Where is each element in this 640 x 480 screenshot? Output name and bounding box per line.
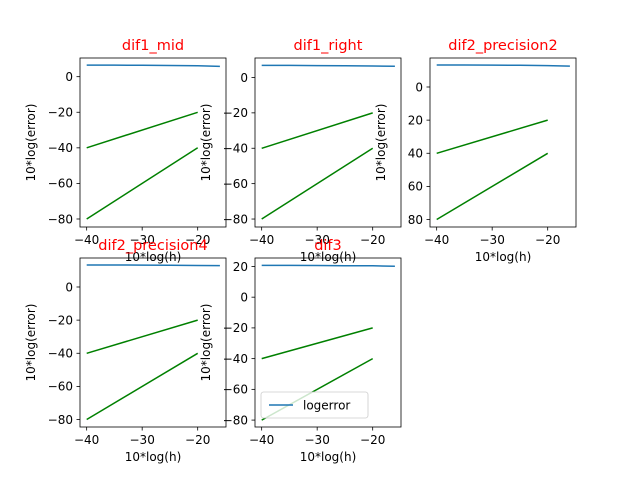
x-tick-label: −20: [535, 233, 560, 247]
series-line-logerror: [261, 64, 395, 68]
y-tick-label: 80: [408, 213, 423, 227]
y-axis-label: 10*log(error): [24, 104, 38, 182]
y-tick-label: −40: [223, 352, 248, 366]
legend: logerror: [260, 391, 369, 419]
x-tick-label: −20: [185, 433, 210, 447]
series-line-3: [86, 147, 199, 220]
series-line-2: [86, 319, 198, 355]
y-tick-label: 20: [408, 113, 423, 127]
subplot-2: −40 −30 −20 0 −20 −40 −60 −80 10*log(h) 10*log(er…: [199, 38, 402, 264]
y-axis-label: 10*log(error): [24, 304, 38, 382]
y-tick-label: −80: [48, 413, 73, 427]
legend-label-logerror: logerror: [303, 398, 350, 412]
x-tick-label: −40: [74, 433, 99, 447]
series-line-logerror: [436, 64, 570, 67]
y-tick-label: −20: [223, 321, 248, 335]
chart-title: dif1_mid: [122, 38, 184, 54]
x-tick-label: −40: [249, 233, 274, 247]
y-tick-label: 0: [240, 290, 248, 304]
y-tick-label: −20: [48, 313, 73, 327]
y-axis-label: 10*log(error): [374, 104, 388, 182]
chart-title: dif2_precision2: [448, 38, 557, 54]
series-line-2: [261, 327, 373, 360]
x-tick-label: −30: [130, 433, 155, 447]
chart-title: dif2_precision4: [98, 238, 207, 254]
y-tick-label: 0: [240, 71, 248, 85]
series-line-3: [86, 352, 199, 421]
subplot-4: −40 −30 −20 0 −20 −40 −60 −80 10*log(h) 10*log(er…: [24, 238, 227, 464]
y-tick-label: −80: [223, 413, 248, 427]
y-tick-label: −60: [48, 177, 73, 191]
chart-title: dif1_right: [294, 38, 363, 54]
series-line-logerror: [86, 64, 220, 68]
y-tick-label: −20: [223, 106, 248, 120]
x-axis-label: 10*log(h): [300, 450, 357, 464]
y-axis-label: 10*log(error): [199, 104, 213, 182]
x-tick-label: −40: [424, 233, 449, 247]
y-axis-label: 10*log(error): [199, 304, 213, 382]
x-tick-label: −30: [130, 233, 155, 247]
axes-frame: [254, 257, 402, 428]
y-tick-label: −20: [48, 106, 73, 120]
series-line-2: [436, 119, 548, 155]
x-axis-label: 10*log(h): [125, 450, 182, 464]
x-axis-label: 10*log(h): [300, 250, 357, 264]
y-tick-label: −40: [223, 142, 248, 156]
y-tick-label: −60: [223, 383, 248, 397]
series-line-logerror: [86, 264, 220, 267]
chart-title: dif3: [314, 238, 342, 254]
series-line-2: [86, 111, 198, 149]
y-tick-label: 0: [415, 80, 423, 94]
x-tick-label: −30: [480, 233, 505, 247]
x-tick-label: −40: [74, 233, 99, 247]
y-tick-label: −60: [223, 177, 248, 191]
y-tick-label: 0: [65, 70, 73, 84]
axes-frame: [254, 57, 402, 228]
x-tick-label: −40: [249, 433, 274, 447]
subplot-5: −40 −30 −20 20 0 −20 −40 −60 −80 10*log(h) 10*log(…: [199, 238, 402, 464]
axes-frame: [79, 257, 227, 428]
y-tick-label: 60: [408, 180, 423, 194]
axes-frame: [429, 57, 577, 228]
subplot-1: −40 −30 −20 0 −20 −40 −60 −80 10*log(h) 10*log(er…: [24, 38, 227, 264]
x-axis-label: 10*log(h): [125, 250, 182, 264]
y-tick-label: 0: [65, 280, 73, 294]
y-tick-label: −60: [48, 380, 73, 394]
y-tick-label: 40: [408, 147, 423, 161]
y-tick-label: −80: [48, 212, 73, 226]
y-tick-label: 20: [233, 260, 248, 274]
x-tick-label: −20: [360, 433, 385, 447]
subplot-3: −40 −30 −20 0 20 40 60 80 10*log(h) 10*log(error)…: [374, 38, 577, 264]
series-line-logerror: [261, 264, 395, 268]
x-tick-label: −30: [305, 233, 330, 247]
x-tick-label: −20: [185, 233, 210, 247]
x-axis-label: 10*log(h): [475, 250, 532, 264]
series-line-3: [436, 152, 549, 221]
x-tick-label: −30: [305, 433, 330, 447]
series-line-2: [261, 112, 373, 150]
axes-frame: [79, 57, 227, 228]
y-tick-label: −40: [48, 141, 73, 155]
y-tick-label: −40: [48, 347, 73, 361]
legend-box: [260, 391, 369, 419]
series-line-3: [261, 147, 374, 220]
y-tick-label: −80: [223, 212, 248, 226]
x-tick-label: −20: [360, 233, 385, 247]
